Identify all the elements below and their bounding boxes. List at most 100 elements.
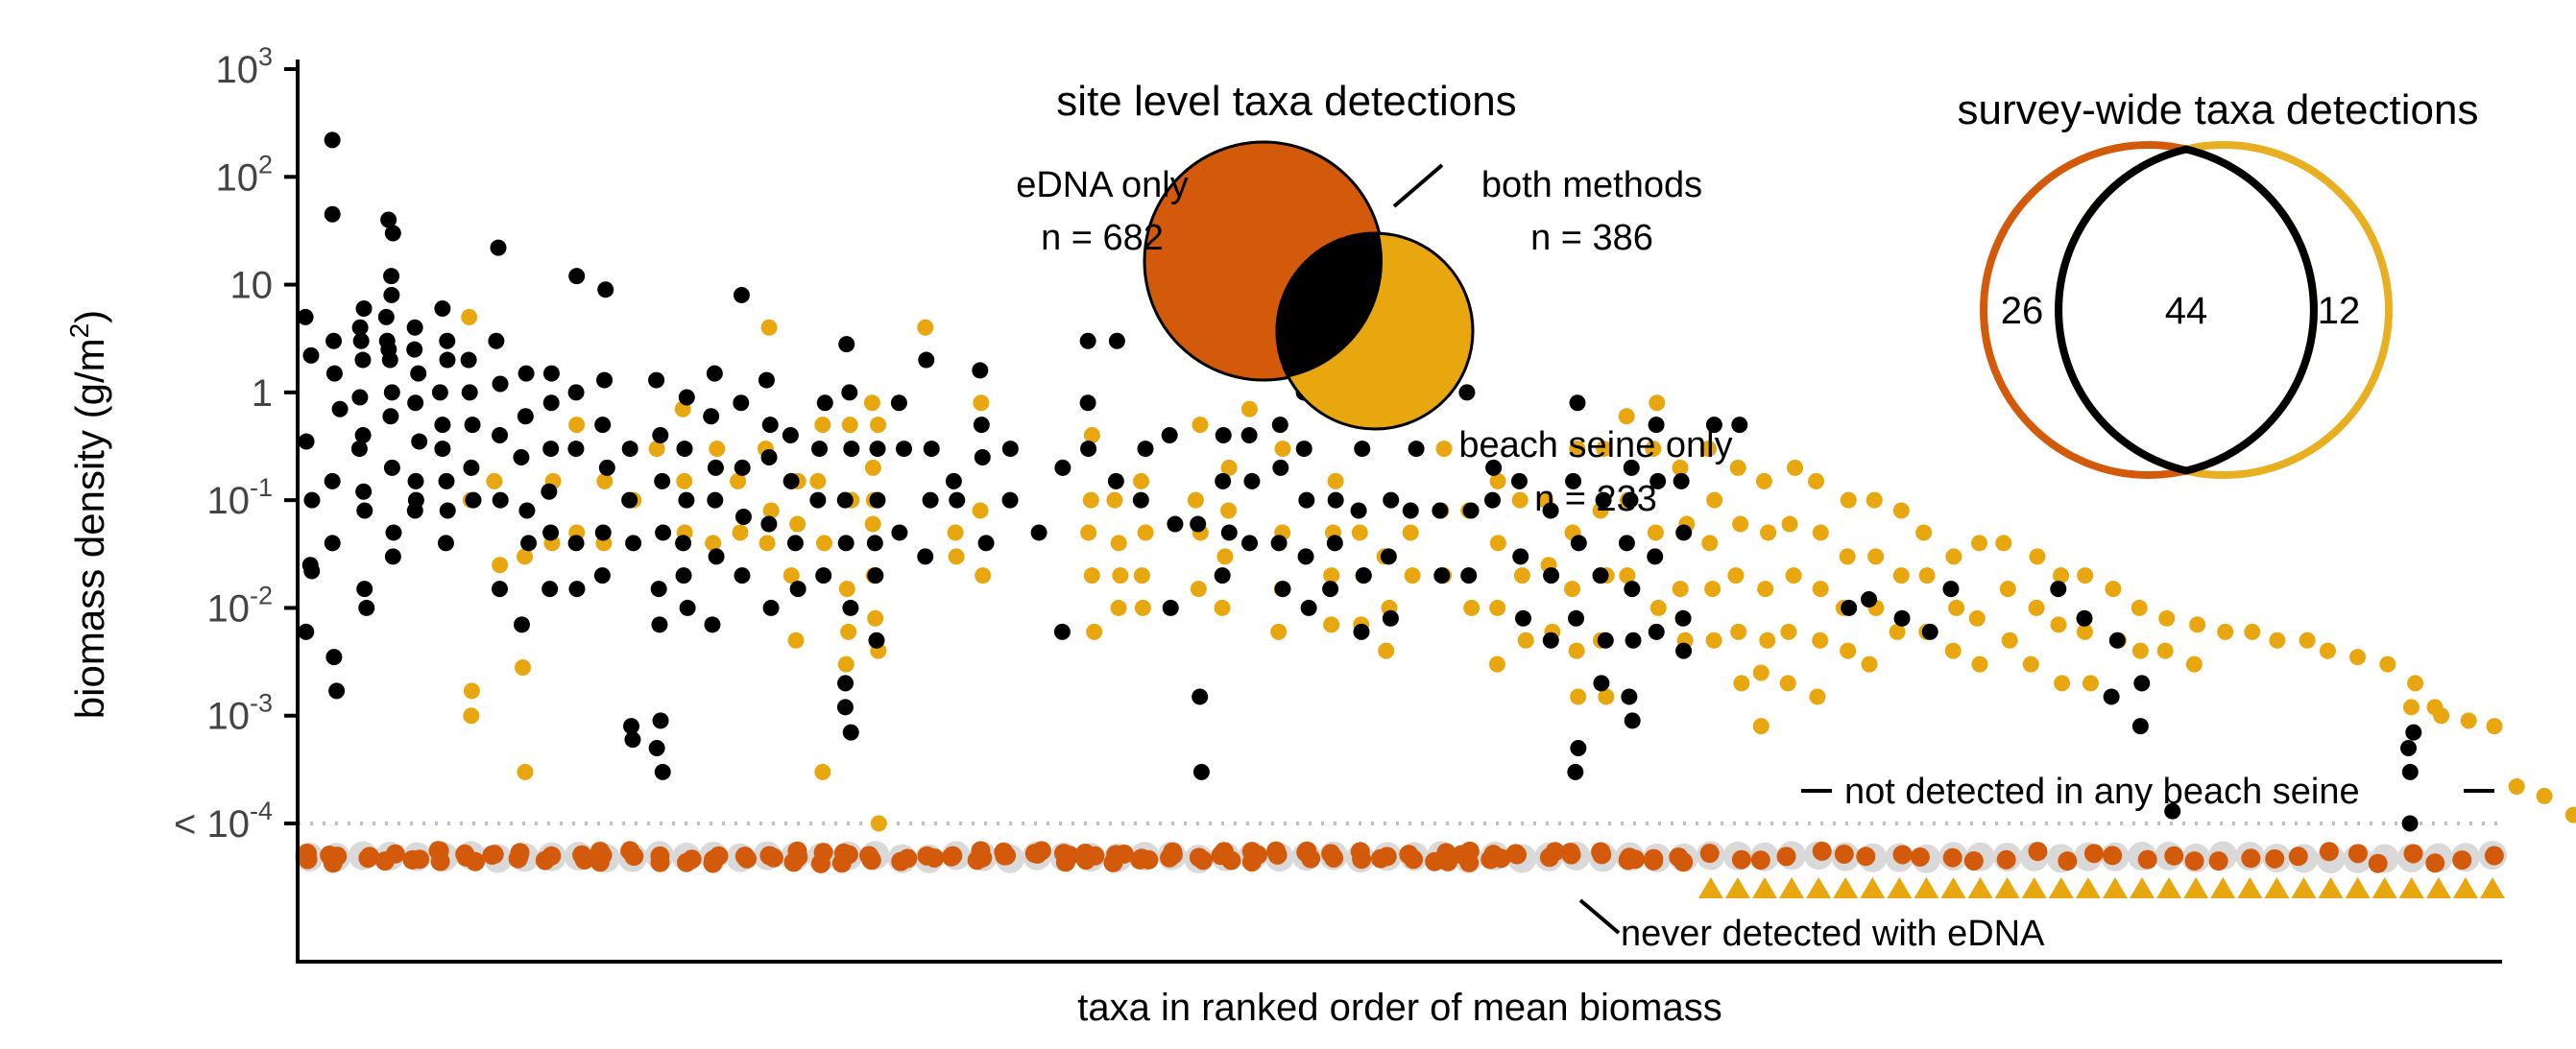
both-methods-point xyxy=(520,535,538,552)
site-venn-edna-label: eDNA only xyxy=(1016,165,1189,205)
seine-only-point xyxy=(1785,567,1802,584)
edna-only-point xyxy=(734,846,755,867)
both-methods-point xyxy=(1383,491,1400,509)
edna-only-point xyxy=(1324,847,1344,868)
both-methods-point xyxy=(1080,441,1097,458)
seine-only-point xyxy=(2349,649,2367,666)
both-methods-point xyxy=(838,336,855,353)
both-methods-point xyxy=(1623,459,1640,476)
seine-only-point xyxy=(1513,567,1530,584)
seine-only-point xyxy=(2076,623,2093,640)
both-methods-point xyxy=(648,371,665,389)
both-methods-point xyxy=(461,384,478,401)
seine-only-point xyxy=(2050,616,2067,633)
edna-only-point xyxy=(2103,846,2123,866)
x-axis-label: taxa in ranked order of mean biomass xyxy=(1077,987,1721,1029)
edna-only-point xyxy=(2425,853,2445,873)
both-methods-point xyxy=(1408,441,1425,458)
never-edna-triangle xyxy=(2237,877,2263,898)
both-methods-point xyxy=(2400,740,2418,757)
seine-only-point xyxy=(1351,524,1368,541)
seine-only-point xyxy=(947,524,964,541)
edna-only-point xyxy=(1060,846,1080,866)
both-methods-point xyxy=(815,567,832,584)
both-methods-point xyxy=(733,286,750,303)
both-methods-point xyxy=(297,308,314,325)
both-methods-point xyxy=(1592,567,1609,584)
both-methods-point xyxy=(1241,535,1259,552)
edna-only-point xyxy=(455,844,475,864)
both-methods-point xyxy=(654,763,671,780)
seine-only-point xyxy=(1808,472,1825,489)
both-methods-point xyxy=(918,351,935,369)
seine-only-point xyxy=(814,763,831,780)
edna-only-point xyxy=(2403,844,2423,864)
seine-only-point xyxy=(596,472,614,489)
both-methods-point xyxy=(734,509,752,526)
both-methods-point xyxy=(945,472,962,489)
both-methods-point xyxy=(1220,524,1238,541)
seine-only-point xyxy=(1915,524,1933,541)
edna-only-point xyxy=(1644,848,1664,869)
both-methods-point xyxy=(324,131,341,149)
seine-only-point xyxy=(2105,581,2122,598)
both-methods-point xyxy=(1570,740,1587,757)
seine-only-point xyxy=(1570,688,1587,705)
edna-only-point xyxy=(994,842,1014,862)
both-methods-point xyxy=(1326,535,1343,552)
both-methods-point xyxy=(624,731,641,749)
both-methods-point xyxy=(567,535,585,552)
both-methods-point xyxy=(302,346,320,364)
edna-only-point xyxy=(509,846,529,866)
both-methods-point xyxy=(1079,394,1096,412)
both-methods-point xyxy=(2108,632,2126,649)
seine-only-point xyxy=(1861,656,1878,673)
both-methods-point xyxy=(1673,472,1690,489)
site-venn-edna-n: n = 682 xyxy=(1041,218,1164,258)
both-methods-point xyxy=(973,417,990,434)
seine-only-point xyxy=(1706,491,1723,509)
both-methods-point xyxy=(706,365,723,382)
seine-only-point xyxy=(1568,642,1585,659)
both-methods-point xyxy=(358,599,375,616)
both-methods-point xyxy=(1647,548,1664,565)
both-methods-point xyxy=(2050,581,2067,598)
both-methods-point xyxy=(1841,599,1858,616)
edna-only-point xyxy=(358,848,378,869)
edna-only-point xyxy=(1812,841,1832,861)
seine-only-point xyxy=(867,609,884,627)
seine-only-point xyxy=(1732,515,1749,533)
both-methods-point xyxy=(654,472,671,489)
both-methods-point xyxy=(651,616,668,633)
never-edna-triangle xyxy=(2021,877,2047,898)
both-methods-point xyxy=(895,441,912,458)
both-methods-point xyxy=(351,389,369,406)
both-methods-point xyxy=(354,427,372,444)
both-methods-point xyxy=(2405,724,2422,741)
seine-only-point xyxy=(1730,623,1747,640)
both-methods-point xyxy=(1380,548,1397,565)
both-methods-point xyxy=(568,581,586,598)
both-methods-point xyxy=(1593,675,1610,692)
seine-only-point xyxy=(1809,688,1826,705)
both-methods-point xyxy=(1595,491,1612,509)
both-methods-point xyxy=(325,649,343,666)
seine-only-point xyxy=(2433,707,2450,725)
both-methods-point xyxy=(567,441,585,458)
both-methods-point xyxy=(596,371,614,389)
edna-only-point xyxy=(759,846,780,866)
seine-only-point xyxy=(1781,515,1798,533)
never-edna-triangle xyxy=(2318,877,2344,898)
never-edna-triangle xyxy=(2345,877,2371,898)
seine-only-point xyxy=(972,502,989,519)
both-methods-point xyxy=(352,332,370,349)
both-methods-point xyxy=(492,427,509,444)
both-methods-point xyxy=(760,515,778,533)
both-methods-point xyxy=(568,268,586,285)
both-methods-point xyxy=(439,332,456,349)
edna-only-point xyxy=(1699,844,1720,864)
seine-only-point xyxy=(1971,535,1988,552)
seine-only-point xyxy=(1137,524,1154,541)
edna-only-point xyxy=(1076,850,1096,870)
both-methods-point xyxy=(675,535,692,552)
